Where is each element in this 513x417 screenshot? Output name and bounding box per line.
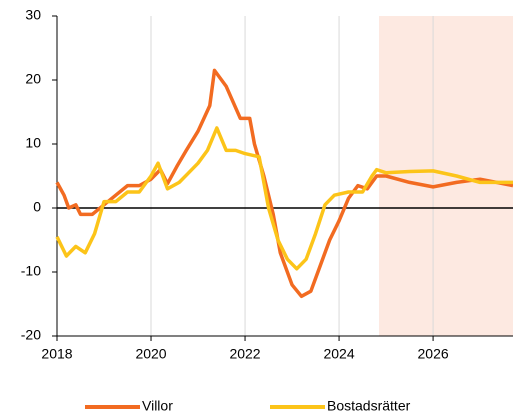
legend-label: Villor bbox=[142, 398, 173, 414]
x-tick-label: 2018 bbox=[41, 346, 72, 362]
legend-item: Villor bbox=[85, 398, 173, 414]
y-tick-label: 0 bbox=[33, 199, 41, 215]
x-tick-label: 2024 bbox=[323, 346, 354, 362]
x-tick-label: 2020 bbox=[135, 346, 166, 362]
line-series bbox=[55, 126, 513, 271]
legend-label: Bostadsrätter bbox=[327, 398, 411, 414]
y-tick-label: -10 bbox=[21, 263, 41, 279]
legend-item: Bostadsrätter bbox=[270, 398, 411, 414]
y-tick-label: -20 bbox=[21, 327, 41, 343]
x-tick-label: 2026 bbox=[418, 346, 449, 362]
y-tick-label: 10 bbox=[25, 135, 41, 151]
y-tick-label: 20 bbox=[25, 71, 41, 87]
forecast-region bbox=[379, 16, 513, 336]
y-tick-label: 30 bbox=[25, 7, 41, 23]
x-tick-label: 2022 bbox=[229, 346, 260, 362]
line-series bbox=[55, 68, 513, 299]
